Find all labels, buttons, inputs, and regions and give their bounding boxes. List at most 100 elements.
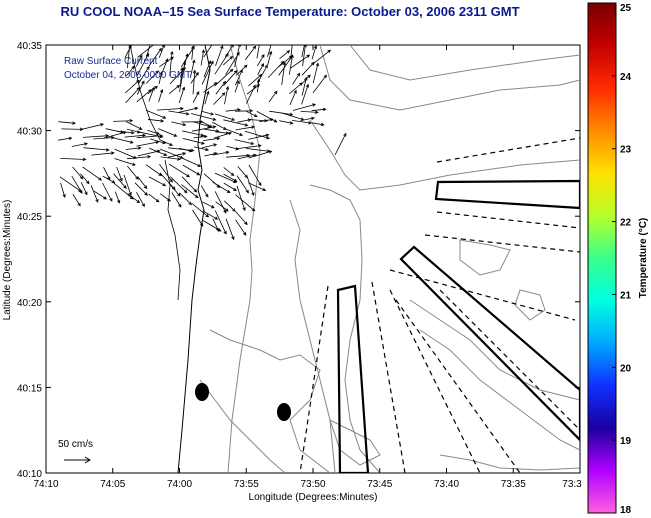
current-vector <box>200 185 209 198</box>
current-vector <box>267 45 272 58</box>
current-vector <box>127 193 141 204</box>
station-marker <box>277 403 291 421</box>
current-vector <box>158 88 164 103</box>
bathymetry-contour <box>289 199 336 473</box>
bathymetry-contour <box>459 239 511 276</box>
current-vector <box>126 65 135 77</box>
coastline <box>177 45 211 473</box>
current-vector <box>235 211 248 226</box>
current-vector <box>58 136 73 141</box>
current-vector <box>182 164 201 176</box>
current-vector <box>288 54 294 75</box>
current-vector <box>149 147 168 157</box>
y-tick-label: 40:15 <box>17 383 42 394</box>
current-vector <box>235 194 256 212</box>
current-vector <box>180 61 187 87</box>
current-vector <box>223 182 237 191</box>
colorbar-ticks: 25 24 23 22 21 20 19 18 <box>612 2 632 516</box>
bathymetry-contour <box>199 379 286 473</box>
current-vector <box>192 69 197 95</box>
bathymetry-contour <box>409 299 580 401</box>
current-vector <box>301 76 308 96</box>
current-vector <box>289 82 303 95</box>
current-vector <box>135 54 143 67</box>
y-tick-label: 40:20 <box>17 298 42 309</box>
current-vector <box>248 182 267 191</box>
current-vector <box>72 166 84 180</box>
current-vector <box>145 109 167 119</box>
current-vector <box>234 109 254 113</box>
current-vector <box>235 144 262 150</box>
current-vector <box>235 219 247 236</box>
current-vector <box>225 128 244 136</box>
current-vector <box>178 86 186 104</box>
current-vector <box>179 106 199 113</box>
current-vector <box>168 182 181 197</box>
current-vector <box>167 152 187 158</box>
bathymetry-contour <box>514 289 546 321</box>
current-vector <box>244 45 257 60</box>
current-vector <box>193 134 208 139</box>
current-vector <box>236 185 246 212</box>
current-vector <box>281 61 287 85</box>
current-vector <box>72 194 81 207</box>
scale-arrow <box>64 456 91 464</box>
current-vector <box>214 52 229 75</box>
current-vector <box>311 45 318 60</box>
current-vector <box>215 45 224 67</box>
current-vector <box>80 182 88 196</box>
current-vector <box>234 69 243 86</box>
current-vector <box>244 130 271 140</box>
bathymetry-contour <box>319 45 580 111</box>
current-vector <box>200 49 205 66</box>
current-vector <box>292 72 301 85</box>
current-vector <box>193 146 210 152</box>
current-vector <box>290 54 311 69</box>
current-vector <box>125 121 143 130</box>
current-vector <box>223 173 238 182</box>
colorbar-tick-label: 20 <box>620 363 632 374</box>
current-vector <box>246 84 256 104</box>
current-vector <box>181 176 198 193</box>
y-tick-label: 40:30 <box>17 127 42 138</box>
current-vector <box>225 51 240 75</box>
bathymetry-contour <box>209 329 331 473</box>
current-vector <box>91 151 115 156</box>
current-vector <box>213 92 226 105</box>
current-vector <box>290 45 293 59</box>
current-vector <box>136 53 149 76</box>
current-vector <box>60 182 66 198</box>
current-vector <box>234 80 240 93</box>
current-vector <box>182 130 205 137</box>
current-vector <box>125 86 141 104</box>
current-vector <box>301 61 315 76</box>
y-tick-label: 40:10 <box>17 469 42 480</box>
current-vector <box>279 50 291 60</box>
current-vector <box>158 71 163 85</box>
current-vector <box>214 131 233 139</box>
current-vector <box>292 103 317 111</box>
current-vector <box>159 164 173 183</box>
current-vector <box>267 50 273 66</box>
x-axis-ticks: 74:10 74:05 74:00 73:55 73:50 73:45 73:40 73:35… <box>33 45 582 490</box>
current-vector <box>124 133 147 138</box>
current-vector <box>302 45 307 67</box>
current-vector <box>148 176 167 187</box>
current-vector <box>171 192 182 208</box>
current-vector <box>201 60 214 85</box>
transect-boxes <box>336 179 580 473</box>
x-tick-label: 73:45 <box>367 479 392 490</box>
current-label: Raw Surface Current <box>64 56 158 67</box>
current-vector <box>116 166 123 182</box>
scale-label: 50 cm/s <box>58 439 93 450</box>
current-vector <box>312 74 327 94</box>
plot-frame <box>45 44 581 474</box>
current-vector <box>225 218 235 241</box>
current-vector <box>90 185 99 203</box>
current-vector <box>214 210 227 235</box>
colorbar-tick-label: 22 <box>620 218 632 229</box>
current-vector <box>301 45 305 58</box>
current-vector <box>160 156 181 161</box>
current-vector <box>257 54 265 67</box>
current-vector <box>223 55 234 66</box>
